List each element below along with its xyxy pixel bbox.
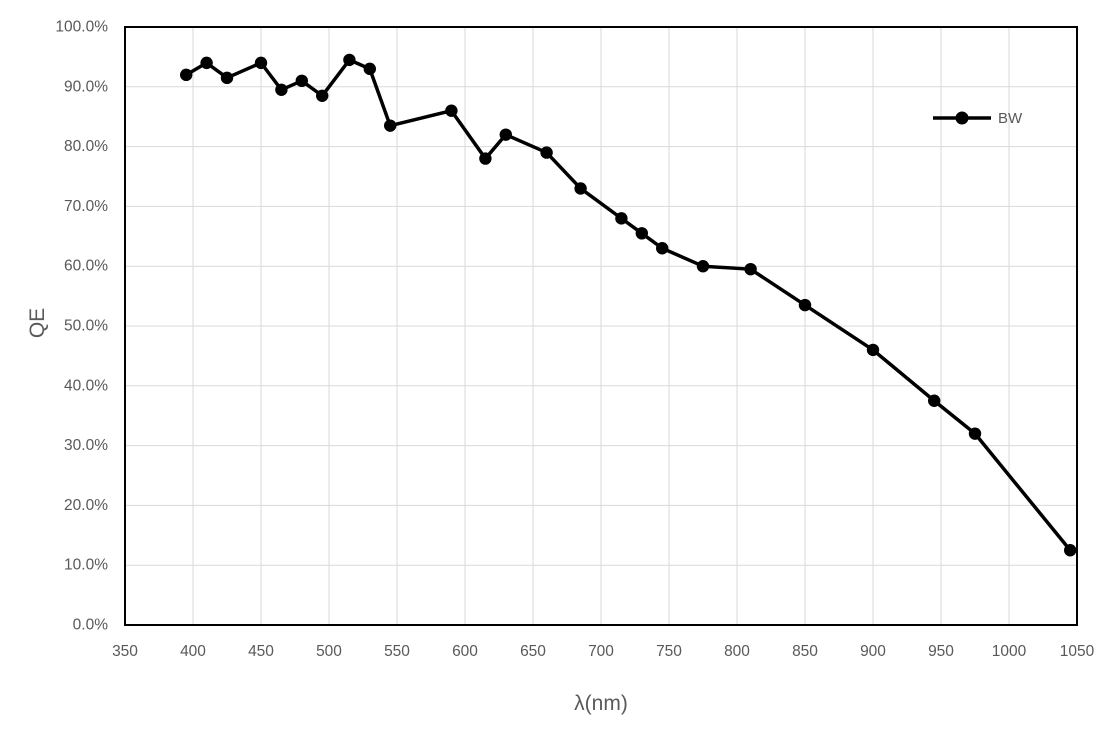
x-tick-label: 950 [928,643,954,660]
y-tick-label: 80.0% [64,138,108,155]
x-tick-label: 600 [452,643,478,660]
y-tick-label: 10.0% [64,557,108,574]
data-point-marker [540,146,553,159]
data-point-marker [316,89,329,102]
series-line-bw [185,58,1072,552]
y-tick-label: 70.0% [64,198,108,215]
data-point-marker [1064,544,1077,557]
legend: BW [933,107,1022,129]
data-point-marker [220,71,234,85]
data-point-marker [343,53,356,67]
data-point-marker [866,343,880,357]
y-tick-label: 0.0% [73,617,109,634]
data-point-marker [798,298,812,312]
x-tick-label: 650 [520,643,546,660]
x-tick-label: 750 [656,643,682,660]
data-point-marker [499,128,512,141]
y-tick-label: 50.0% [64,318,108,335]
x-tick-label: 1050 [1060,643,1095,660]
x-tick-label: 900 [860,643,886,660]
legend-label: BW [998,109,1023,127]
data-point-marker [928,394,941,407]
x-axis-title: λ(nm) [574,692,628,715]
data-point-marker [363,62,376,76]
y-tick-label: 30.0% [64,437,108,454]
plot-border [124,26,1078,626]
data-point-marker [200,56,213,70]
x-tick-label: 850 [792,643,818,660]
data-point-marker [445,104,458,117]
x-tick-label: 350 [112,643,138,660]
x-tick-label: 500 [316,643,342,660]
x-tick-label: 400 [180,643,206,660]
x-tick-label: 550 [384,643,410,660]
data-point-marker [479,152,492,165]
data-point-marker [968,427,982,440]
data-point-marker [744,262,757,276]
y-tick-label: 90.0% [64,78,108,95]
data-point-marker [696,260,710,273]
data-point-marker [656,242,669,255]
data-point-marker [615,212,628,225]
y-tick-label: 40.0% [64,377,108,394]
data-point-marker [180,68,193,82]
y-tick-label: 20.0% [64,497,108,514]
data-point-marker [254,56,268,70]
x-tick-label: 450 [248,643,274,660]
y-axis-title: QE [26,307,49,339]
y-tick-label: 60.0% [64,258,108,275]
data-point-marker [295,74,308,88]
legend-line-marker-icon [933,111,991,125]
data-point-marker [635,227,648,240]
x-tick-label: 1000 [992,643,1027,660]
x-tick-label: 700 [588,643,614,660]
data-point-marker [574,182,587,195]
data-point-marker [384,119,397,132]
y-tick-label: 100.0% [55,19,108,36]
data-point-marker [275,83,288,96]
x-tick-label: 800 [724,643,750,660]
